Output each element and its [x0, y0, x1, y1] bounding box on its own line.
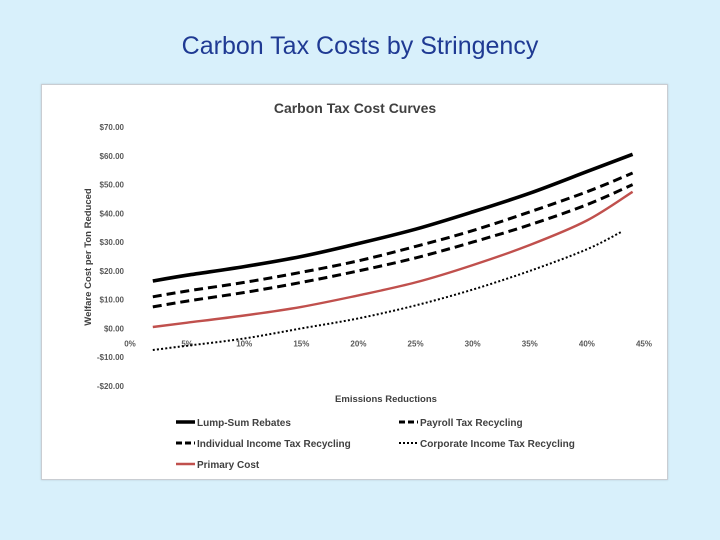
y-tick-label: $70.00 [100, 123, 125, 132]
x-tick-label: 35% [522, 339, 538, 348]
legend-label: Payroll Tax Recycling [420, 418, 523, 429]
chart-svg: Carbon Tax Cost Curves $70.00 $60.00 $50.0… [83, 100, 652, 471]
x-tick-label: 5% [181, 339, 193, 348]
series-line-primary-cost [152, 190, 634, 329]
x-tick-label: 15% [293, 339, 309, 348]
series-line-corporate-income-tax-recycling [152, 231, 622, 351]
x-tick-label: 20% [350, 339, 366, 348]
y-axis-ticks: $70.00 $60.00 $50.00 $40.00 $30.00 $20.00 $10.… [97, 123, 125, 391]
x-axis-label: Emissions Reductions [335, 394, 437, 405]
chart-title: Carbon Tax Cost Curves [274, 100, 437, 116]
y-tick-label: -$10.00 [97, 353, 125, 362]
series-layer [152, 152, 634, 351]
y-tick-label: $30.00 [100, 238, 125, 247]
legend-label: Lump-Sum Rebates [197, 418, 291, 429]
x-tick-label: 25% [408, 339, 424, 348]
y-tick-label: $40.00 [100, 209, 125, 218]
legend-label: Corporate Income Tax Recycling [420, 439, 575, 450]
y-tick-label: $0.00 [104, 324, 125, 333]
x-tick-label: 10% [236, 339, 252, 348]
legend-label: Individual Income Tax Recycling [197, 439, 351, 450]
series-line-payroll-tax-recycling [152, 171, 634, 299]
legend-label: Primary Cost [197, 460, 260, 471]
x-tick-label: 30% [465, 339, 481, 348]
chart-frame: Carbon Tax Cost Curves $70.00 $60.00 $50.0… [41, 84, 668, 480]
legend: Lump-Sum Rebates Payroll Tax Recycling Ind… [176, 418, 575, 471]
y-tick-label: $20.00 [100, 267, 125, 276]
x-axis-ticks: 0% 5% 10% 15% 20% 25% 30% 35% 40% 45% [124, 339, 652, 348]
y-tick-label: $50.00 [100, 181, 125, 190]
x-tick-label: 0% [124, 339, 136, 348]
y-tick-label: $60.00 [100, 152, 125, 161]
y-tick-label: $10.00 [100, 296, 125, 305]
slide-title: Carbon Tax Costs by Stringency [181, 32, 539, 60]
series-line-individual-income-tax-recycling [152, 183, 634, 309]
x-tick-label: 40% [579, 339, 595, 348]
y-axis-label: Welfare Cost per Ton Reduced [83, 188, 94, 326]
series-line-lump-sum-rebates [152, 152, 634, 283]
x-tick-label: 45% [636, 339, 652, 348]
y-tick-label: -$20.00 [97, 382, 125, 391]
